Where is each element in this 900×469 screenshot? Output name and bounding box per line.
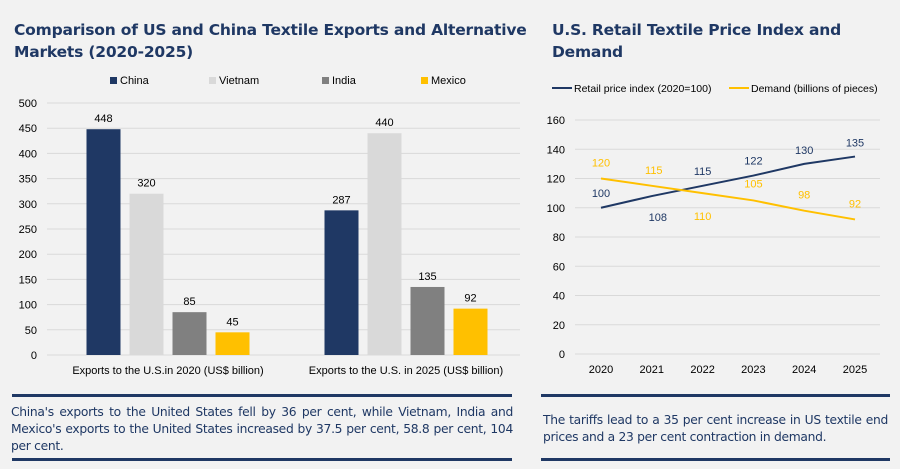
- bar-chart-title: Comparison of US and China Textile Expor…: [14, 21, 527, 61]
- y-tick-label: 500: [19, 98, 37, 110]
- y-tick-label: 100: [19, 300, 37, 312]
- x-category-label: Exports to the U.S. in 2025 (US$ billion…: [309, 365, 503, 377]
- y-tick-label: 0: [559, 349, 565, 361]
- bar-vietnam-2025: [367, 133, 402, 355]
- bar-china-2020: [86, 129, 121, 355]
- bar-china-2025: [324, 210, 359, 355]
- y-tick-label: 250: [19, 224, 37, 236]
- y-tick-label: 100: [547, 203, 565, 215]
- legend-swatch-china: [110, 77, 117, 84]
- y-tick-label: 200: [19, 249, 37, 261]
- data-label-retail-price-index-2020-100: 115: [694, 166, 712, 178]
- y-tick-label: 40: [553, 291, 565, 303]
- data-label-retail-price-index-2020-100: 100: [592, 188, 610, 200]
- data-label-retail-price-index-2020-100: 130: [795, 145, 813, 157]
- bar-vietnam-2020: [129, 193, 164, 355]
- y-tick-label: 400: [19, 148, 37, 160]
- data-label-demand-billions-of-pieces: 110: [694, 211, 712, 223]
- data-label: 45: [226, 316, 238, 328]
- bar-mexico-2020: [215, 332, 250, 355]
- line-chart-title: U.S. Retail Textile Price Index and Dema…: [552, 21, 842, 61]
- data-label-demand-billions-of-pieces: 120: [592, 158, 610, 170]
- left-note-text: China's exports to the United States fel…: [11, 405, 513, 453]
- y-tick-label: 150: [19, 274, 37, 286]
- data-label-demand-billions-of-pieces: 92: [849, 198, 861, 210]
- right-note-text: The tariffs lead to a 35 per cent increa…: [543, 413, 888, 444]
- data-label-retail-price-index-2020-100: 122: [744, 156, 762, 168]
- x-category-label: Exports to the U.S.in 2020 (US$ billion): [72, 365, 263, 377]
- right-note-top-rule: [541, 394, 890, 397]
- data-label: 92: [464, 293, 476, 305]
- line-retail-price-index-2020-100: [600, 155, 856, 209]
- y-tick-label: 60: [553, 261, 565, 273]
- y-tick-label: 450: [19, 123, 37, 135]
- line-chart: 0 20 40 60 80 100 120 140 160 2020 2021 2022 2023 202…: [547, 83, 880, 376]
- line-demand-billions-of-pieces: [600, 177, 856, 221]
- data-label: 287: [332, 194, 350, 206]
- legend-swatch-vietnam: [209, 77, 216, 84]
- x-tick-label: 2025: [843, 364, 867, 376]
- left-note-bottom-rule: [12, 458, 512, 461]
- bar-chart: 0 50 100 150 200 250 300 350 400 450 500 China Vietn…: [19, 75, 520, 377]
- data-label-demand-billions-of-pieces: 105: [744, 178, 762, 190]
- legend-label-china: China: [120, 75, 150, 87]
- data-label: 85: [183, 296, 195, 308]
- legend-swatch-mexico: [421, 77, 428, 84]
- y-tick-label: 140: [547, 144, 565, 156]
- legend-label-mexico: Mexico: [431, 75, 466, 87]
- y-tick-label: 160: [547, 115, 565, 127]
- x-tick-label: 2022: [690, 364, 714, 376]
- y-tick-label: 300: [19, 199, 37, 211]
- x-tick-label: 2020: [589, 364, 613, 376]
- bar-india-2025: [410, 286, 445, 355]
- bar-mexico-2025: [453, 308, 488, 355]
- data-label-demand-billions-of-pieces: 115: [645, 165, 663, 177]
- x-tick-label: 2021: [640, 364, 664, 376]
- x-tick-label: 2024: [792, 364, 816, 376]
- left-note-top-rule: [12, 394, 512, 397]
- legend-label-retail-price-index-2020-100: Retail price index (2020=100): [574, 83, 711, 95]
- y-tick-label: 50: [25, 325, 37, 337]
- bar-india-2020: [172, 312, 207, 355]
- legend-label-india: India: [332, 75, 357, 87]
- y-tick-label: 80: [553, 232, 565, 244]
- y-tick-label: 0: [31, 350, 37, 362]
- data-label-retail-price-index-2020-100: 135: [846, 138, 864, 150]
- y-tick-label: 120: [547, 174, 565, 186]
- x-tick-label: 2023: [741, 364, 765, 376]
- legend-swatch-india: [322, 77, 329, 84]
- data-label-retail-price-index-2020-100: 108: [649, 212, 667, 224]
- data-label: 448: [94, 113, 112, 125]
- data-label: 135: [418, 271, 436, 283]
- data-label: 440: [375, 117, 393, 129]
- right-note-bottom-rule: [541, 458, 890, 461]
- legend-label-vietnam: Vietnam: [219, 75, 259, 87]
- data-label: 320: [137, 178, 155, 190]
- legend-label-demand-billions-of-pieces: Demand (billions of pieces): [751, 83, 878, 95]
- y-tick-label: 20: [553, 320, 565, 332]
- data-label-demand-billions-of-pieces: 98: [798, 190, 810, 202]
- y-tick-label: 350: [19, 174, 37, 186]
